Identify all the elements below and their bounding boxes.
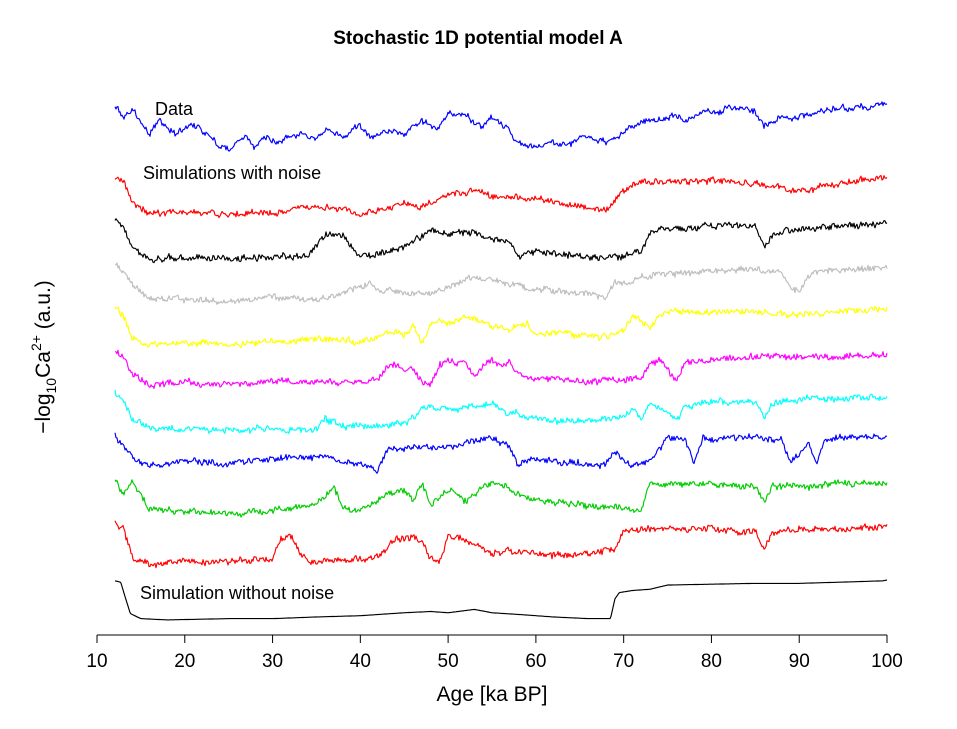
series-line-sim-6 [114,389,888,434]
series-line-sim-9 [114,520,888,569]
x-axis: 10 20 30 40 50 60 70 80 90 100 [86,634,903,672]
annotation-no-noise: Simulation without noise [140,583,334,603]
chart-title: Stochastic 1D potential model A [333,28,623,49]
series-line-sim-8 [114,479,888,518]
x-axis-label: Age [ka BP] [437,683,548,706]
x-tick-label-70: 70 [613,651,634,672]
y-axis-label: −log10Ca2+ (a.u.) [28,280,59,434]
x-tick-label-80: 80 [701,651,722,672]
series-line-sim-5 [114,349,888,389]
series-line-no-noise [114,579,888,621]
series-line-sim-1 [114,174,888,219]
x-tick-label-100: 100 [871,651,903,672]
series-line-data [114,101,888,152]
series-layer [114,101,888,621]
x-tick-label-40: 40 [350,651,371,672]
x-tick-label-90: 90 [789,651,810,672]
series-line-sim-4 [114,306,888,349]
annotation-sim-1: Simulations with noise [143,163,321,183]
x-tick-label-10: 10 [86,651,107,672]
series-line-sim-7 [114,432,888,474]
series-line-sim-3 [114,262,888,305]
annotation-layer: Data Simulations with noise Simulation wit… [140,99,334,603]
series-line-sim-2 [114,218,888,264]
annotation-data: Data [155,99,194,119]
x-tick-label-30: 30 [262,651,283,672]
x-tick-label-60: 60 [525,651,546,672]
x-tick-label-50: 50 [438,651,459,672]
x-tick-label-20: 20 [174,651,195,672]
